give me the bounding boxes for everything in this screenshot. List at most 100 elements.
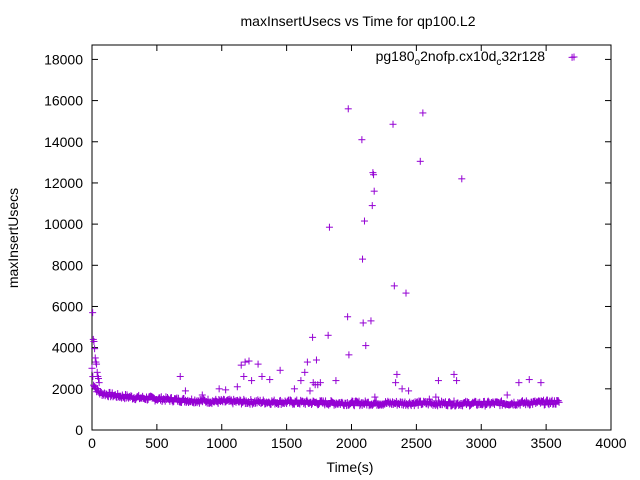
- data-point: [537, 379, 545, 387]
- y-axis-title: maxInsertUsecs: [5, 188, 21, 288]
- data-point: [93, 360, 101, 368]
- data-point: [458, 175, 466, 183]
- data-point: [345, 351, 353, 359]
- data-point: [222, 386, 230, 394]
- data-point: [276, 366, 284, 374]
- legend-part-1: pg180: [376, 48, 415, 64]
- baseline-point: [463, 398, 471, 406]
- data-point: [215, 385, 223, 393]
- y-tick-label: 18000: [44, 51, 83, 67]
- data-point: [303, 358, 311, 366]
- data-point: [91, 345, 99, 353]
- x-tick-label: 3000: [466, 435, 497, 451]
- baseline-point: [372, 397, 380, 405]
- data-point: [198, 391, 206, 399]
- y-tick-label: 0: [75, 422, 83, 438]
- baseline-point: [554, 397, 562, 405]
- data-point: [419, 109, 427, 117]
- axis-ticks: 0 500 1000 1500 2000 2500 3000 3500 4000 0 2000 400…: [44, 45, 627, 451]
- legend-label: pg180o2nofp.cx10dc32r128: [376, 48, 546, 68]
- data-point: [176, 372, 184, 380]
- data-point: [525, 376, 533, 384]
- x-tick-label: 500: [145, 435, 169, 451]
- y-tick-label: 4000: [52, 340, 83, 356]
- y-tick-label: 12000: [44, 175, 83, 191]
- data-point: [297, 377, 305, 385]
- data-point: [254, 360, 262, 368]
- data-point: [371, 393, 379, 401]
- baseline-point: [204, 395, 212, 403]
- data-point: [450, 370, 458, 378]
- x-tick-label: 4000: [595, 435, 626, 451]
- data-point: [393, 370, 401, 378]
- data-point: [434, 377, 442, 385]
- data-point: [248, 377, 256, 385]
- data-point: [370, 187, 378, 195]
- baseline-point: [481, 402, 489, 410]
- data-point: [432, 393, 440, 401]
- chart-title: maxInsertUsecs vs Time for qp100.L2: [241, 13, 476, 29]
- data-point: [515, 379, 523, 387]
- x-tick-label: 3500: [531, 435, 562, 451]
- data-point: [389, 120, 397, 128]
- data-point: [266, 376, 274, 384]
- data-point: [91, 354, 99, 362]
- legend-part-2: 2nofp.cx10d: [420, 48, 496, 64]
- x-tick-label: 1500: [271, 435, 302, 451]
- data-point: [344, 313, 352, 321]
- x-tick-label: 2000: [336, 435, 367, 451]
- data-point: [358, 136, 366, 144]
- data-point: [405, 387, 413, 395]
- baseline-point: [104, 392, 112, 400]
- data-point: [93, 368, 101, 376]
- baseline-point: [350, 401, 358, 409]
- baseline-point: [414, 401, 422, 409]
- legend-subscript-1: o: [415, 57, 421, 68]
- data-point: [89, 309, 97, 317]
- data-point: [359, 319, 367, 327]
- data-point: [359, 255, 367, 263]
- x-tick-label: 2500: [401, 435, 432, 451]
- data-points: [88, 53, 576, 410]
- data-point: [309, 333, 317, 341]
- data-point: [367, 317, 375, 325]
- data-point: [453, 377, 461, 385]
- data-point: [94, 375, 102, 383]
- y-tick-label: 10000: [44, 216, 83, 232]
- baseline-point: [180, 394, 188, 402]
- baseline-point: [379, 401, 387, 409]
- baseline-point: [555, 398, 563, 406]
- data-point: [237, 361, 245, 369]
- legend-marker: [570, 53, 578, 61]
- data-point: [402, 289, 410, 297]
- legend-plus: [570, 53, 578, 61]
- y-tick-label: 2000: [52, 381, 83, 397]
- x-tick-label: 1000: [206, 435, 237, 451]
- legend-subscript-2: c: [496, 57, 501, 68]
- baseline-point: [328, 397, 336, 405]
- x-axis-title: Time(s): [327, 459, 374, 475]
- data-point: [290, 385, 298, 393]
- data-point: [360, 217, 368, 225]
- data-point: [240, 372, 248, 380]
- data-point: [95, 379, 103, 387]
- data-point: [233, 383, 241, 391]
- baseline-point: [188, 395, 196, 403]
- data-point: [325, 223, 333, 231]
- data-point: [181, 387, 189, 395]
- x-tick-label: 0: [88, 435, 96, 451]
- y-tick-label: 6000: [52, 298, 83, 314]
- data-point: [368, 202, 376, 210]
- data-point: [312, 356, 320, 364]
- data-point: [503, 391, 511, 399]
- data-point: [258, 372, 266, 380]
- data-point: [398, 385, 406, 393]
- data-point: [324, 331, 332, 339]
- data-point: [301, 368, 309, 376]
- baseline-point: [88, 364, 96, 372]
- baseline-point: [445, 398, 453, 406]
- legend: pg180o2nofp.cx10dc32r128: [376, 48, 578, 68]
- data-point: [90, 337, 98, 345]
- legend-part-3: 32r128: [501, 48, 545, 64]
